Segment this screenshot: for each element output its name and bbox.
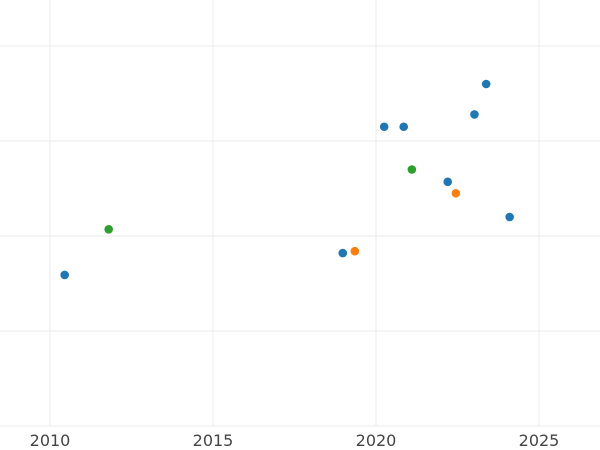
x-tick-label-2015: 2015 — [193, 431, 234, 450]
x-tick-label-2025: 2025 — [519, 431, 560, 450]
data-point-s2-0 — [104, 225, 113, 234]
data-point-s1-0 — [350, 246, 360, 256]
data-point-s0-6 — [481, 79, 491, 89]
data-point-s1-1 — [451, 188, 461, 198]
grid-layer — [0, 0, 600, 427]
data-point-s0-2 — [379, 122, 389, 132]
data-point-s0-0 — [60, 270, 69, 280]
x-tick-label-2020: 2020 — [356, 431, 397, 450]
data-point-s0-5 — [470, 110, 479, 119]
data-point-s0-1 — [338, 248, 348, 258]
data-point-s2-1 — [407, 165, 417, 174]
data-point-s0-7 — [505, 212, 514, 222]
data-point-s0-3 — [399, 122, 409, 132]
x-tick-label-2010: 2010 — [30, 431, 71, 450]
x-axis-ticks: 2010 2015 2020 2025 — [30, 431, 560, 450]
points-layer — [60, 79, 514, 280]
data-point-s0-4 — [443, 177, 453, 187]
